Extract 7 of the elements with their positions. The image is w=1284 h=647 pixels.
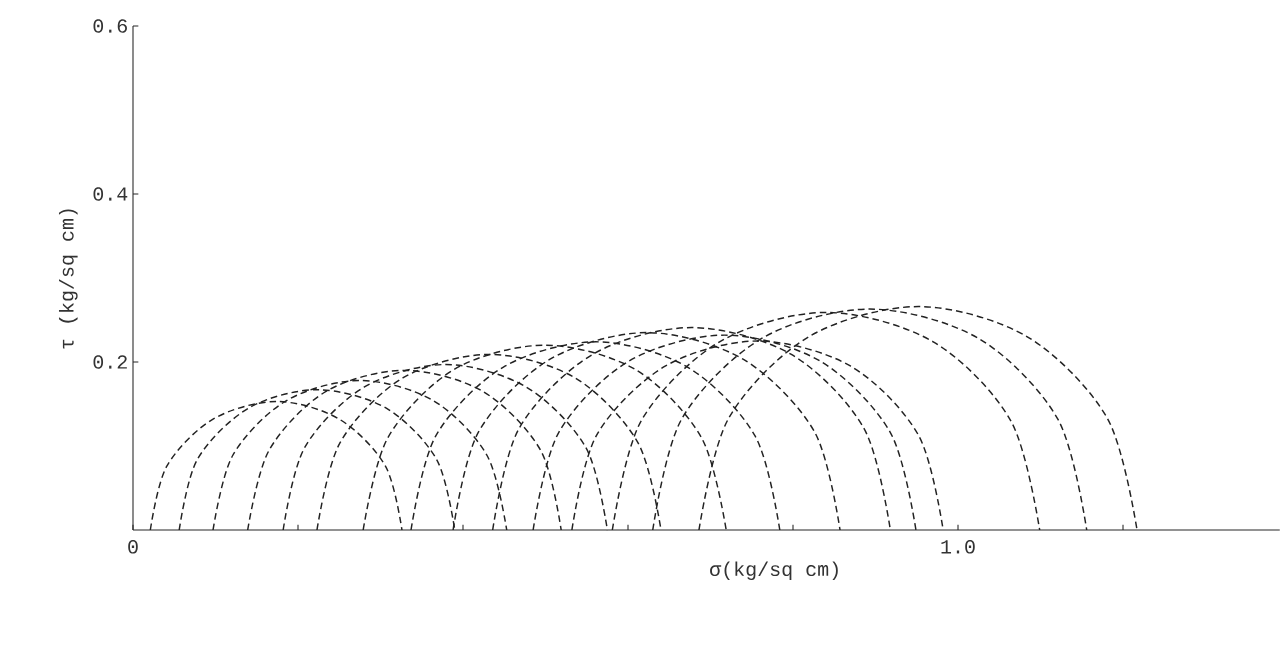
y-tick-label: 0.4 [93, 187, 128, 201]
y-axis-title: τ (kg/sq cm) [58, 209, 78, 349]
x-tick-label: 1.0 [941, 540, 975, 554]
y-tick-label: 0.2 [93, 355, 127, 369]
x-tick-label: 0 [128, 540, 138, 554]
y-tick-label: 0.6 [93, 19, 127, 33]
x-axis-title: σ(kg/sq cm) [710, 561, 838, 581]
